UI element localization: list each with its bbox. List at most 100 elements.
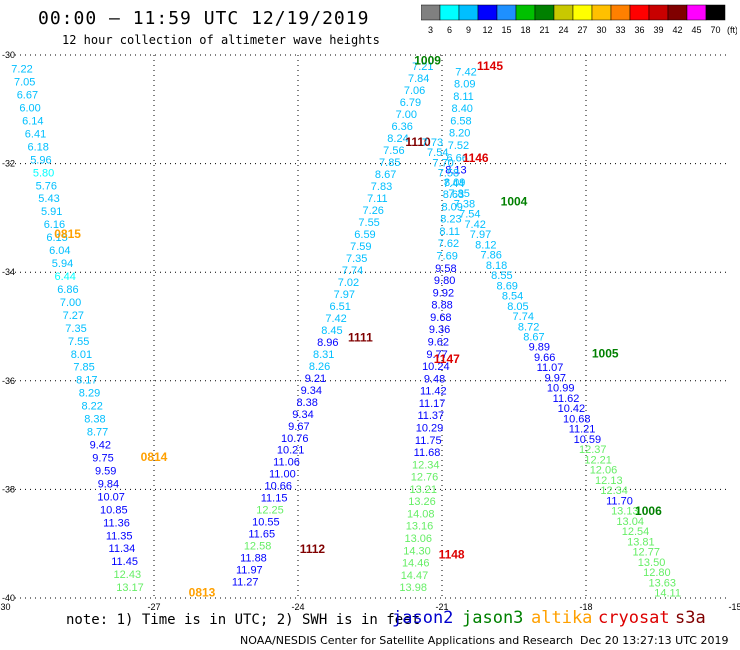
swh-value-label: 8.09 [454, 79, 475, 91]
track-time-label: 1147 [434, 352, 460, 366]
x-tick-label: -24 [291, 602, 304, 612]
track-time-label: 1110 [405, 135, 431, 149]
legend-cryosat: cryosat [598, 608, 670, 628]
swh-value-label: 7.22 [11, 64, 32, 76]
swh-value-label: 8.22 [81, 401, 102, 413]
swh-value-label: 7.62 [438, 238, 459, 250]
swh-value-label: 7.00 [396, 109, 417, 121]
swh-value-label: 9.97 [545, 372, 566, 384]
swh-value-label: 11.35 [106, 530, 133, 542]
swh-value-label: 8.23 [440, 214, 461, 226]
swh-value-label: 8.45 [321, 325, 342, 337]
swh-value-label: 6.66 [446, 152, 467, 164]
swh-value-label: 10.76 [281, 433, 309, 445]
swh-value-label: 11.45 [111, 556, 138, 568]
swh-value-label: 7.59 [350, 241, 371, 253]
y-tick-label: -32 [2, 159, 15, 169]
swh-value-label: 7.54 [459, 209, 480, 221]
swh-value-label: 6.86 [57, 284, 78, 296]
swh-value-label: 7.85 [448, 188, 469, 200]
color-swatch [705, 4, 726, 21]
swh-value-label: 7.38 [454, 198, 475, 210]
swh-value-label: 13.98 [399, 582, 427, 594]
color-tick-label: 36 [634, 25, 644, 35]
swh-value-label: 12.54 [622, 526, 650, 538]
swh-value-label: 9.66 [534, 352, 555, 364]
color-tick-label: 9 [466, 25, 471, 35]
swh-value-label: 13.81 [627, 536, 655, 548]
color-tick-label: 42 [672, 25, 682, 35]
swh-value-label: 9.80 [434, 275, 455, 287]
swh-value-label: 12.21 [584, 454, 612, 466]
y-tick-label: -40 [2, 593, 15, 603]
swh-value-label: 9.42 [90, 440, 111, 452]
swh-value-label: 6.59 [354, 229, 375, 241]
color-tick-label: 24 [558, 25, 568, 35]
swh-value-label: 7.83 [371, 181, 392, 193]
x-tick-label: -30 [0, 602, 11, 612]
swh-value-label: 11.17 [419, 398, 446, 410]
swh-value-label: 11.88 [240, 553, 267, 565]
swh-value-label: 7.06 [404, 85, 425, 97]
swh-value-label: 9.36 [429, 324, 450, 336]
swh-value-label: 7.35 [346, 253, 367, 265]
swh-value-label: 8.26 [309, 361, 330, 373]
swh-value-label: 14.30 [403, 545, 431, 557]
swh-value-label: 10.55 [252, 517, 280, 529]
swh-value-label: 7.26 [363, 205, 384, 217]
color-tick-label: 21 [539, 25, 549, 35]
swh-value-label: 13.16 [406, 521, 434, 533]
swh-value-label: 5.80 [33, 167, 54, 179]
swh-value-label: 7.70 [432, 157, 453, 169]
swh-value-label: 9.84 [98, 478, 119, 490]
swh-value-label: 11.37 [417, 410, 444, 422]
swh-value-label: 7.11 [367, 193, 388, 205]
color-unit-label: (ft) [727, 25, 737, 35]
swh-value-label: 12.34 [600, 485, 628, 497]
swh-value-label: 8.77 [87, 427, 108, 439]
swh-value-label: 9.89 [529, 342, 550, 354]
swh-value-label: 7.54 [427, 147, 448, 159]
swh-value-label: 10.68 [563, 413, 591, 425]
track-time-label: 1146 [463, 151, 489, 165]
track-time-label: 1009 [414, 53, 441, 67]
swh-value-label: 5.96 [30, 154, 51, 166]
color-tick-label: 27 [577, 25, 587, 35]
swh-value-label: 8.11 [453, 91, 474, 103]
swh-value-label: 8.67 [523, 331, 544, 343]
swh-value-label: 14.47 [401, 570, 429, 582]
swh-value-label: 9.77 [426, 349, 447, 361]
swh-value-label: 8.96 [317, 337, 338, 349]
swh-value-label: 7.84 [408, 73, 429, 85]
swh-value-label: 8.05 [507, 301, 528, 313]
swh-value-label: 8.88 [431, 300, 452, 312]
swh-value-label: 13.06 [404, 533, 432, 545]
y-tick-label: -36 [2, 376, 15, 386]
swh-value-label: 8.54 [502, 291, 523, 303]
swh-value-label: 13.63 [648, 577, 676, 589]
page-subtitle: 12 hour collection of altimeter wave hei… [62, 33, 380, 47]
swh-value-label: 7.56 [383, 145, 404, 157]
swh-value-label: 8.17 [76, 375, 97, 387]
swh-value-label: 7.55 [68, 336, 89, 348]
swh-value-label: 6.15 [46, 232, 67, 244]
swh-value-label: 7.97 [470, 229, 491, 241]
note-text: note: 1) Time is in UTC; 2) SWH is in fe… [66, 612, 421, 628]
track-time-label: 0815 [54, 227, 81, 241]
legend-jason3: jason3 [462, 608, 524, 628]
swh-value-label: 8.38 [296, 397, 317, 409]
swh-value-label: 7.42 [325, 313, 346, 325]
swh-value-label: 6.67 [17, 90, 38, 102]
swh-value-label: 13.26 [408, 496, 436, 508]
track-time-label: 1111 [348, 330, 373, 344]
x-tick-label: -27 [147, 602, 160, 612]
credit-text: NOAA/NESDIS Center for Satellite Applica… [240, 634, 574, 647]
track-time-label: 1145 [477, 59, 503, 73]
swh-value-label: 11.70 [606, 495, 633, 507]
swh-value-label: 6.79 [400, 97, 421, 109]
swh-value-label: 11.21 [569, 424, 596, 436]
swh-value-label: 8.01 [71, 349, 92, 361]
x-tick-label: -18 [579, 602, 592, 612]
swh-value-label: 8.63 [443, 189, 464, 201]
